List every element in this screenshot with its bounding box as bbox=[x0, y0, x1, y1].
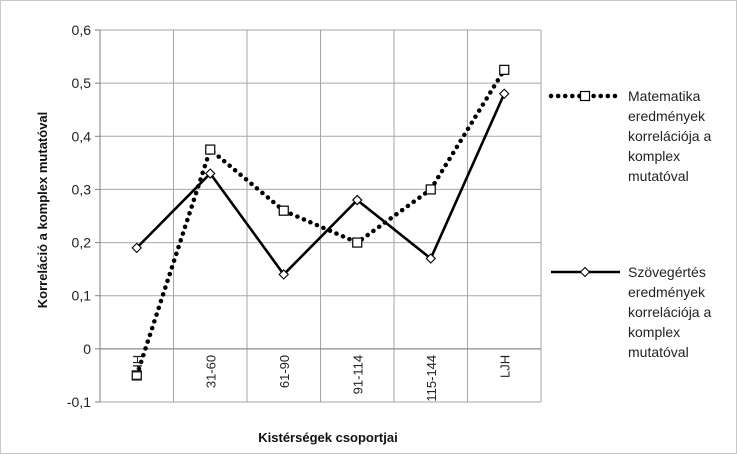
data-point bbox=[425, 253, 437, 264]
x-category-label: LJH bbox=[497, 355, 512, 378]
legend-label-line: mutatóval bbox=[628, 344, 689, 360]
y-tick-label: -0,1 bbox=[67, 394, 91, 410]
legend-entry-2: Szövegértés eredmények korrelációja a kompl… bbox=[551, 264, 711, 360]
data-point bbox=[499, 64, 510, 75]
y-tick-label: 0,3 bbox=[72, 181, 92, 197]
data-point bbox=[131, 242, 143, 254]
grid bbox=[95, 29, 542, 403]
data-point bbox=[425, 184, 436, 195]
legend-marker bbox=[579, 266, 591, 278]
legend-label-line: eredmények bbox=[628, 284, 706, 300]
x-category-label: 61-90 bbox=[277, 355, 292, 388]
data-point bbox=[498, 88, 510, 100]
y-tick-label: 0,4 bbox=[72, 128, 92, 144]
data-point bbox=[351, 194, 363, 206]
x-category-label: 91-114 bbox=[350, 355, 365, 395]
legend-label-line: Matematika bbox=[628, 88, 701, 104]
legend-label-line: eredmények bbox=[628, 108, 706, 124]
data-point bbox=[205, 144, 216, 155]
series-group bbox=[131, 64, 510, 381]
legend-label-line: Szövegértés bbox=[628, 264, 706, 280]
x-category-label: LHH bbox=[130, 355, 145, 381]
legend-label-line: mutatóval bbox=[628, 168, 689, 184]
legend-label-line: komplex bbox=[628, 324, 680, 340]
y-axis-title: Korreláció a komplex mutatóval bbox=[35, 112, 50, 309]
y-tick-labels: -0,1 0 0,1 0,2 0,3 0,4 0,5 0,6 bbox=[67, 22, 91, 410]
x-category-label: 31-60 bbox=[203, 355, 218, 388]
legend: Matematika eredmények korrelációja a komple… bbox=[548, 88, 711, 360]
y-tick-label: 0,6 bbox=[72, 22, 92, 38]
legend-label-line: komplex bbox=[628, 148, 680, 164]
y-tick-label: 0,5 bbox=[72, 75, 92, 91]
y-tick-label: 0 bbox=[83, 341, 91, 357]
legend-marker bbox=[579, 90, 591, 102]
x-category-label: 115-144 bbox=[424, 355, 439, 402]
series-line bbox=[135, 93, 506, 277]
data-point bbox=[278, 205, 289, 216]
legend-entry-1: Matematika eredmények korrelációja a komple… bbox=[548, 88, 711, 184]
x-category-labels: LHH 31-60 61-90 91-114 115-144 LJH bbox=[130, 355, 513, 402]
legend-label-line: korrelációja a bbox=[628, 128, 711, 144]
legend-label-line: korrelációja a bbox=[628, 304, 711, 320]
data-point bbox=[278, 269, 290, 280]
series-2 bbox=[131, 88, 510, 280]
x-axis-title: Kistérségek csoportjai bbox=[258, 430, 397, 445]
data-point bbox=[352, 237, 363, 248]
data-point bbox=[204, 168, 216, 179]
y-tick-label: 0,2 bbox=[72, 235, 92, 251]
data-point bbox=[131, 370, 142, 381]
y-tick-label: 0,1 bbox=[72, 288, 92, 304]
